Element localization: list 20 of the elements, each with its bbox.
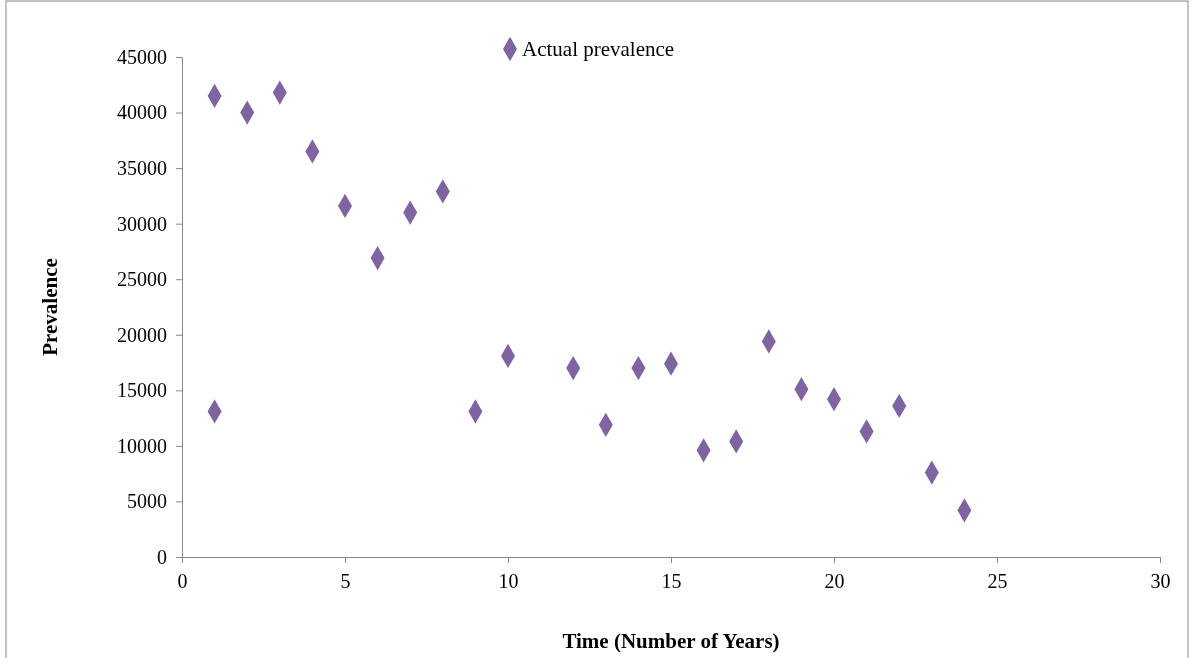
x-tick-label: 20 <box>824 570 845 592</box>
y-tick-label: 5000 <box>127 490 167 513</box>
x-tick-label: 15 <box>661 570 682 592</box>
y-tick-label: 30000 <box>117 212 167 235</box>
x-tick-label: 30 <box>1150 570 1171 592</box>
x-tick-label: 25 <box>987 570 1008 592</box>
y-tick-label: 10000 <box>117 434 167 457</box>
x-tick-label: 5 <box>340 570 351 592</box>
y-tick-label: 45000 <box>117 45 167 68</box>
y-tick-label: 15000 <box>117 379 167 402</box>
legend-label: Actual prevalence <box>522 37 675 61</box>
y-tick-label: 35000 <box>117 157 167 180</box>
y-axis-title: Prevalence <box>38 258 62 356</box>
y-tick-label: 25000 <box>117 268 167 291</box>
x-tick-label: 10 <box>498 570 519 592</box>
x-tick-label: 0 <box>177 570 188 592</box>
y-tick-label: 40000 <box>117 101 167 124</box>
y-tick-label: 20000 <box>117 323 167 346</box>
x-axis-title: Time (Number of Years) <box>562 629 780 653</box>
y-tick-label: 0 <box>157 545 167 568</box>
